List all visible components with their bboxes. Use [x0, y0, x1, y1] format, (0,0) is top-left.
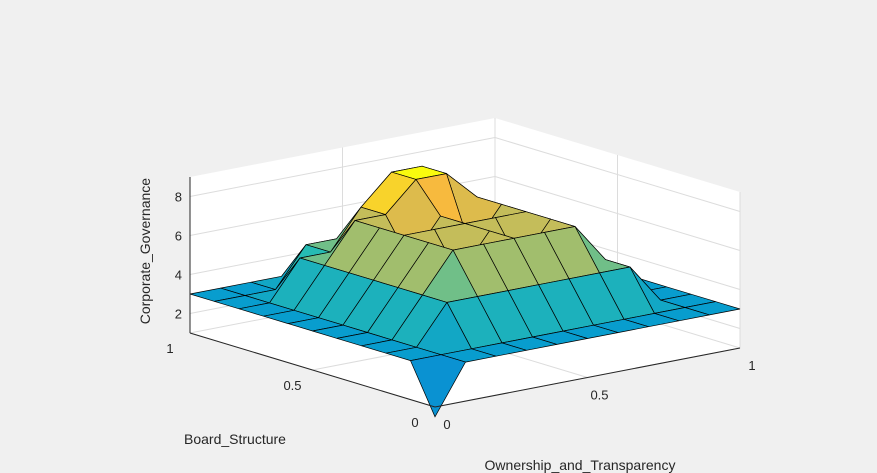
z-tick-label: 2: [175, 307, 182, 322]
z-tick-label: 8: [175, 190, 182, 205]
z-tick-label: 6: [175, 229, 182, 244]
z-tick-label: 4: [175, 268, 182, 283]
x-axis-label: Ownership_and_Transparency: [485, 457, 676, 473]
y-axis-line: [189, 332, 436, 408]
z-axis-label: Corporate_Governance: [137, 178, 153, 325]
y-tick-label: 0: [411, 415, 418, 430]
x-tick-label: 0: [443, 417, 450, 432]
x-axis-line: [434, 347, 741, 408]
surface-face: [410, 354, 467, 418]
surface-mesh: [189, 165, 741, 418]
y-tick-label: 1: [166, 341, 173, 356]
y-axis-label: Board_Structure: [184, 431, 286, 447]
y-tick-label: 0.5: [283, 378, 301, 393]
axis-lines: [189, 177, 741, 408]
x-tick-label: 1: [748, 358, 755, 373]
tick-labels: 2 4 6 8 0 0.5 1 0 0.5 1: [166, 190, 755, 433]
x-tick-label: 0.5: [590, 388, 608, 403]
